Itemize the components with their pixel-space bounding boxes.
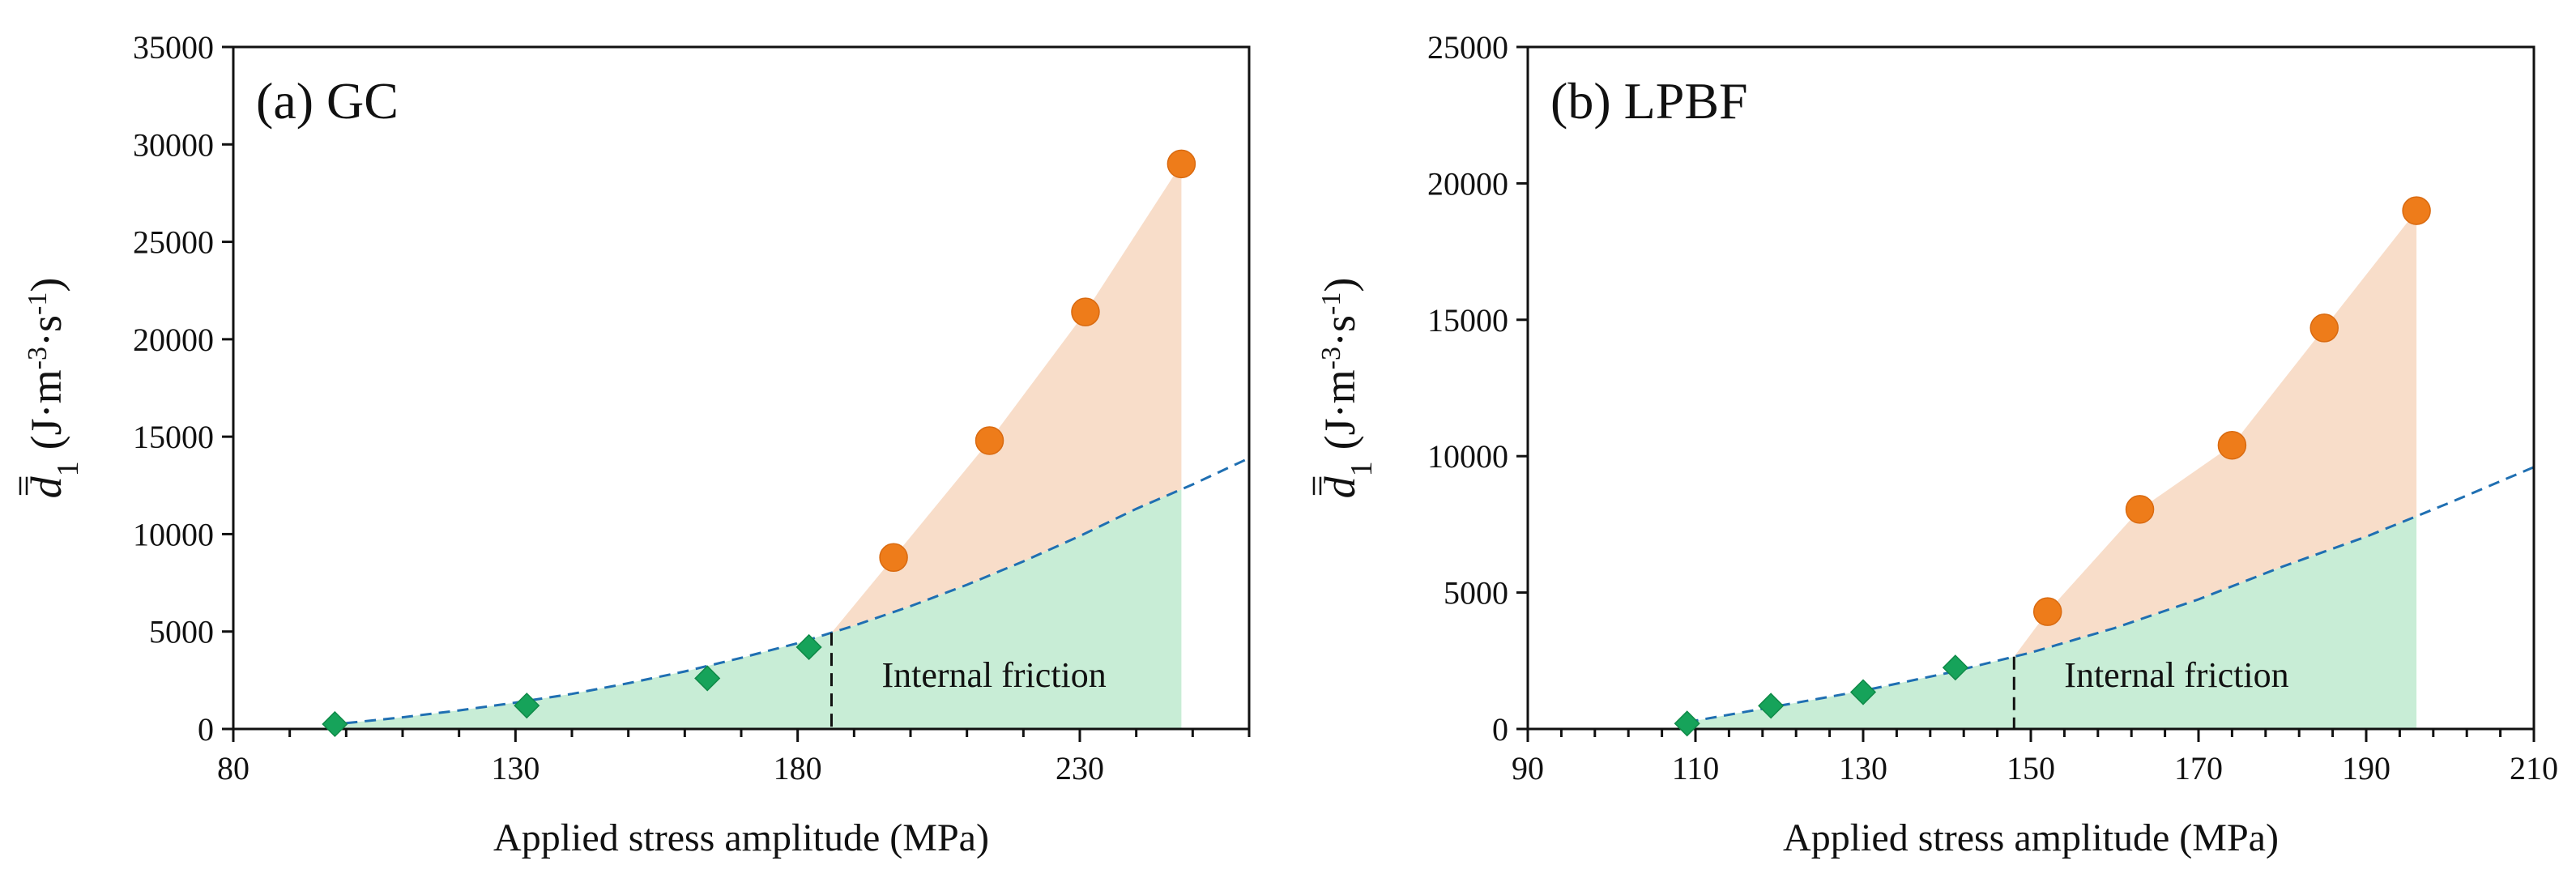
x-tick-label: 230 [1056,750,1104,786]
circle-point [1166,149,1196,179]
y-tick-label: 15000 [1427,302,1508,339]
circle-point [2032,597,2062,626]
circle-point [2217,430,2247,460]
diamond-point [322,710,348,738]
circle-point [975,426,1004,455]
x-tick-label: 110 [1672,750,1720,786]
region-annotation: Internal friction [881,655,1106,695]
y-tick-label: 0 [198,711,214,748]
y-tick-label: 15000 [133,419,214,455]
diamond-point [1674,710,1700,737]
circle-point [2309,313,2339,343]
y-tick-label: 5000 [1444,575,1508,612]
diamond-point [1849,679,1877,705]
x-tick-label: 130 [1839,750,1887,786]
x-tick-label: 150 [2007,750,2055,786]
x-tick-label: 80 [217,750,249,786]
y-tick-label: 0 [1492,711,1508,748]
fit-curve [346,457,1250,725]
x-tick-label: 170 [2174,750,2223,786]
x-axis-title: Applied stress amplitude (MPa) [1783,816,2279,859]
fit-curve [1687,466,2535,724]
y-axis-title-close: ) [22,278,70,292]
chart-panel-gc: 0 5000 10000 15000 20000 25000 30000 35000 80 130… [19,29,1251,859]
y-axis-title-exp2: -1 [23,292,53,315]
y-axis-title-exp1: -3 [1316,347,1346,369]
y-axis-title-units: (J·m [1316,369,1364,450]
y-tick-label: 5000 [149,614,214,650]
x-tick-label: 180 [774,750,822,786]
y-axis-title-exp1: -3 [23,347,53,369]
y-axis-title-close: ) [1316,278,1364,292]
y-tick-label: 25000 [1427,29,1508,66]
y-axis-title-subscript: 1 [1345,461,1379,476]
internal-friction-region [1687,516,2417,729]
y-axis-title: d1 (J·m-3·s-1) [22,278,85,499]
y-tick-label: 35000 [133,29,214,66]
circle-point [2125,495,2155,524]
diamond-point [795,633,822,661]
y-axis-title-mid: ·s [1316,315,1364,347]
extra-dissipation-region [2014,211,2417,657]
diamond-point [514,693,540,719]
overbar-marks [1312,476,1322,496]
y-tick-label: 20000 [133,322,214,358]
panel-title: (a) GC [256,72,399,130]
circle-point [2402,196,2431,225]
diamond-point [1942,654,1968,681]
y-tick-label: 10000 [133,516,214,552]
chart-panel-lpbf: 0 5000 10000 15000 20000 25000 90 110 130 150 170 1… [1312,29,2558,859]
overbar-marks [19,476,28,496]
y-axis-title-symbol: d [22,475,70,498]
diamond-point [1758,693,1785,719]
y-tick-label: 30000 [133,126,214,163]
panel-title: (b) LPBF [1550,72,1748,130]
x-tick-label: 210 [2510,750,2558,786]
y-tick-label: 25000 [133,224,214,261]
circle-point [879,543,908,573]
x-tick-label: 190 [2342,750,2390,786]
y-axis-title-subscript: 1 [51,461,85,476]
diamond-point [694,665,721,692]
y-axis-title-units: (J·m [22,369,70,450]
extra-dissipation-region [831,164,1182,633]
x-axis-title: Applied stress amplitude (MPa) [493,816,989,859]
y-axis-title-exp2: -1 [1316,292,1346,315]
x-tick-label: 130 [491,750,540,786]
circle-point [1071,297,1100,326]
y-axis-title-mid: ·s [22,315,70,347]
y-tick-label: 10000 [1427,438,1508,475]
internal-friction-region [335,489,1182,729]
y-tick-label: 20000 [1427,165,1508,202]
y-axis-title-symbol: d [1316,475,1364,498]
region-annotation: Internal friction [2064,655,2288,695]
x-tick-label: 90 [1512,750,1544,786]
y-axis-title: d1 (J·m-3·s-1) [1316,278,1379,499]
